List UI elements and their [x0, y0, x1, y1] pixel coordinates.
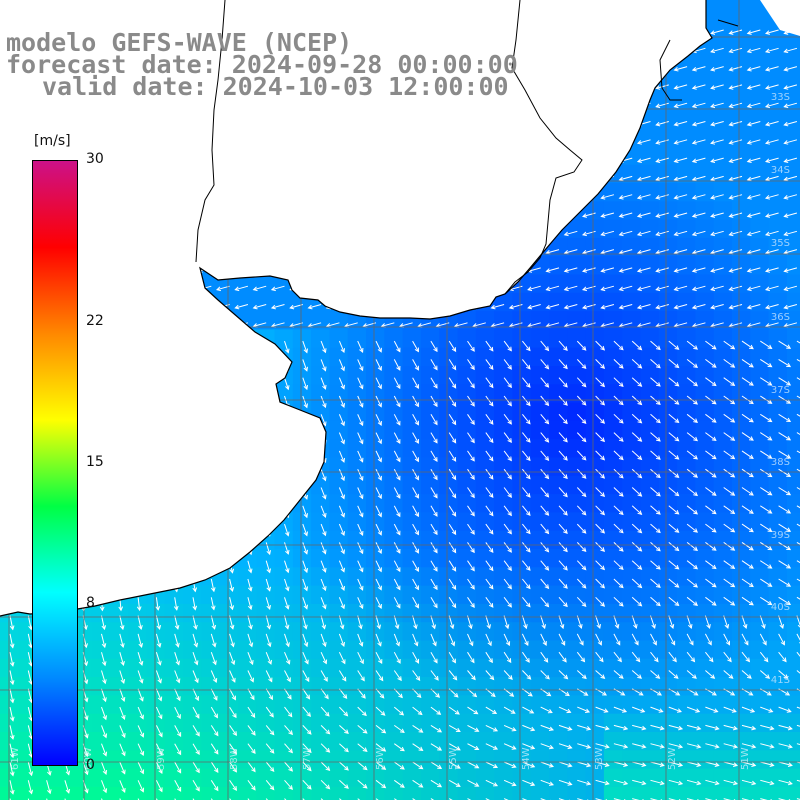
- longitude-label: 56W: [375, 747, 386, 770]
- latitude-label: 34S: [771, 165, 790, 176]
- longitude-label: 53W: [594, 747, 605, 770]
- valid-date: valid date: 2024-10-03 12:00:00: [42, 74, 509, 100]
- latitude-label: 38S: [771, 457, 790, 468]
- longitude-label: 58W: [229, 747, 240, 770]
- latitude-label: 41S: [771, 675, 790, 686]
- colorbar-tick-label: 30: [86, 151, 104, 167]
- longitude-label: 55W: [448, 747, 459, 770]
- longitude-label: 54W: [521, 747, 532, 770]
- colorbar: [32, 160, 78, 766]
- colorbar-units: [m/s]: [34, 133, 71, 149]
- longitude-label: 52W: [667, 747, 678, 770]
- latitude-label: 40S: [771, 602, 790, 613]
- longitude-label: 57W: [302, 747, 313, 770]
- longitude-label: 59W: [156, 747, 167, 770]
- colorbar-tick-label: 0: [86, 757, 95, 773]
- colorbar-tick-label: 8: [86, 595, 95, 611]
- latitude-label: 35S: [771, 238, 790, 249]
- latitude-label: 37S: [771, 385, 790, 396]
- longitude-label: 61W: [10, 747, 21, 770]
- latitude-label: 39S: [771, 530, 790, 541]
- colorbar-tick-label: 15: [86, 454, 104, 470]
- latitude-label: 33S: [771, 92, 790, 103]
- latitude-label: 36S: [771, 312, 790, 323]
- colorbar-tick-label: 22: [86, 313, 104, 329]
- longitude-label: 51W: [740, 747, 751, 770]
